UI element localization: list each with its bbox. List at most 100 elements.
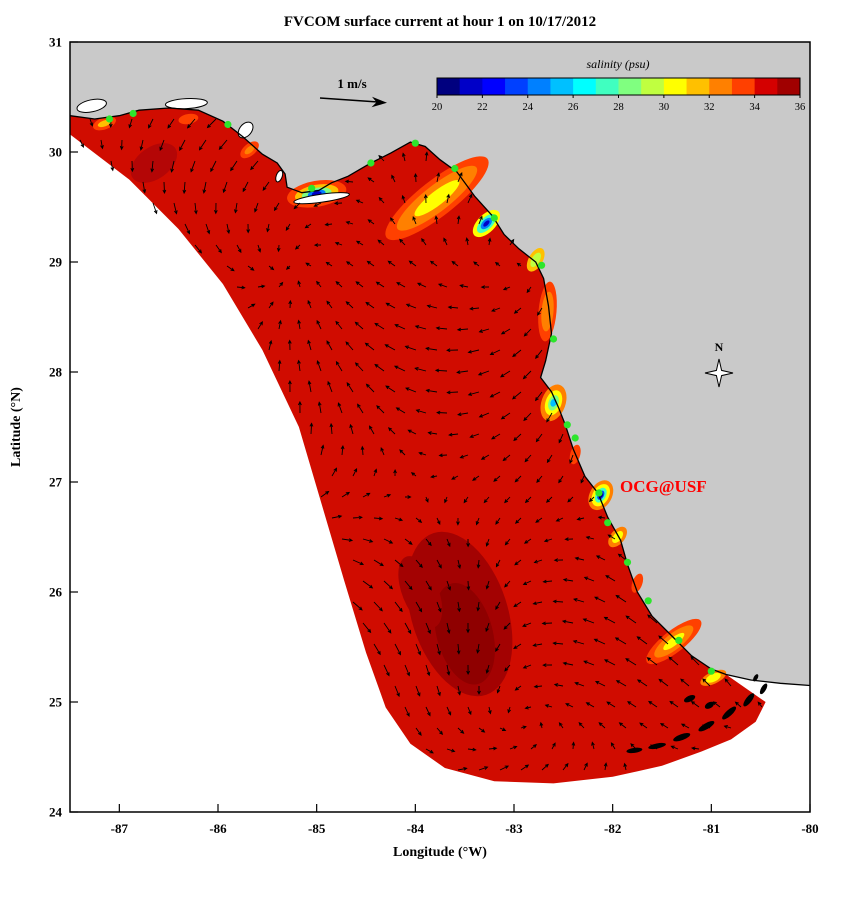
x-tick-label: -87 [111,821,129,836]
high-salinity-dark-patch [130,143,178,183]
y-axis-label: Latitude (°N) [9,387,24,467]
station-marker-layer [105,109,715,675]
colorbar-tick-label: 34 [749,102,760,113]
land [70,42,810,686]
colorbar-segment [663,78,688,95]
station-marker [563,421,571,429]
axes-frame-layer: -87 -86 -85 -84 -83 -82 -81 -80 31 30 29 28 27 26 25 24 [49,35,819,837]
colorbar-segment [686,78,710,95]
colorbar-segment [595,78,619,95]
station-marker [367,159,375,167]
x-tick-label: -83 [505,821,523,836]
island [759,683,768,695]
coastal-bay [275,169,284,183]
coastal-bay [237,121,254,139]
station-marker [129,109,137,118]
low-salinity-plume-ring [705,672,721,683]
y-tick-label: 31 [49,35,62,50]
x-tick-label: -81 [703,821,720,836]
colorbar-segment [754,78,778,95]
y-tick-label: 30 [49,145,62,160]
colorbar-segment [527,78,551,95]
island [684,694,696,703]
colorbar-segment [641,78,665,95]
y-tick-label: 26 [49,585,63,600]
island [722,706,737,720]
colorbar-segment [437,78,461,95]
y-tick-label: 28 [49,365,63,380]
high-salinity-dark-patch [398,556,443,628]
compass-rose-icon [704,358,734,388]
land-layer [70,42,810,686]
x-tick-label: -84 [407,821,425,836]
station-marker [623,558,632,566]
station-marker [595,489,603,497]
station-marker [538,261,546,269]
compass-label: N [715,340,724,354]
x-tick-label: -82 [604,821,621,836]
colorbar-tick-label: 24 [523,102,534,113]
colorbar-segment [731,78,756,95]
low-salinity-plume-ring [530,252,541,268]
colorbar-segment [573,78,597,95]
model-domain-salinity-field [70,108,766,784]
colorbar-segment [618,78,642,95]
colorbar-label: salinity (psu) [587,57,650,71]
colorbar-segment [550,78,574,95]
colorbar-tick-label: 32 [704,102,715,113]
station-marker [675,636,683,645]
x-axis-label: Longitude (°W) [393,845,487,860]
plot-border [69,41,811,813]
island [704,701,714,709]
x-tick-label: -85 [308,821,326,836]
x-tick-label: -86 [209,821,227,836]
station-marker [490,214,498,222]
coastline [69,107,811,687]
station-marker [571,434,579,442]
station-marker [644,597,652,605]
colorbar-tick-label: 30 [659,102,670,113]
x-tick-label: -80 [801,821,818,836]
y-tick-label: 29 [49,255,63,270]
watermark-text: OCG@USF [620,477,707,496]
low-salinity-plume-ring [414,180,460,217]
y-tick-label: 27 [49,475,63,490]
colorbar-tick-label: 26 [568,102,579,113]
colorbar: 20 22 24 26 28 30 32 34 36 [432,77,806,113]
colorbar-tick-label: 36 [795,102,806,113]
station-marker [308,184,316,192]
colorbar-segment [482,78,506,95]
colorbar-tick-label: 28 [613,102,624,113]
island [753,674,759,682]
low-salinity-plume-ring [631,573,644,593]
colorbar-tick-label: 22 [477,102,488,113]
station-marker [451,164,459,173]
scale-arrow-label: 1 m/s [337,76,366,91]
colorbar-segment [709,78,733,95]
colorbar-segment [777,78,801,95]
station-marker [224,120,232,129]
current-vector-layer [79,118,763,771]
island [743,693,755,707]
station-marker [707,667,715,675]
current-vectors [79,118,763,771]
coastal-bay [164,97,208,110]
scale-arrow [319,96,387,108]
coastal-bay [293,192,350,205]
station-marker [549,335,558,343]
colorbar-tick-label: 20 [432,102,443,113]
island [673,733,691,742]
colorbar-segment [505,78,529,95]
colorbar-segment [459,78,483,95]
y-tick-label: 25 [49,695,63,710]
low-salinity-plume-ring [612,531,624,543]
island [626,747,643,754]
station-marker [604,519,612,527]
y-tick-label: 24 [49,805,63,820]
figure-title: FVCOM surface current at hour 1 on 10/17… [284,14,596,30]
coastal-bay [76,98,107,113]
low-salinity-plume-ring [483,220,490,227]
station-marker [411,139,419,147]
